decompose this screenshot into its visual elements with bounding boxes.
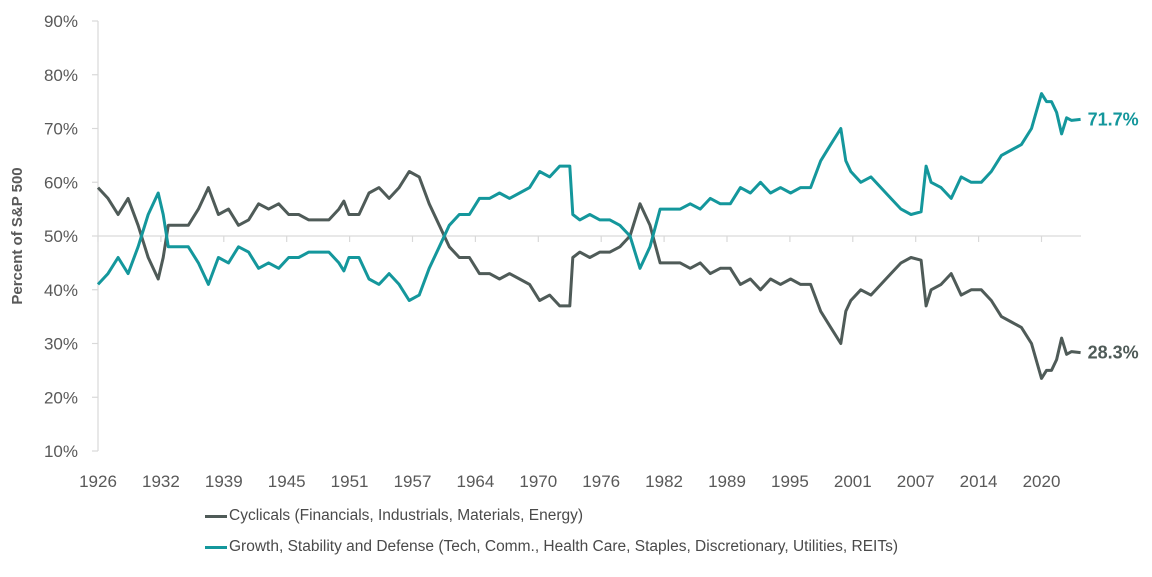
legend-swatch-growth <box>205 545 227 549</box>
x-tick-label: 1970 <box>519 472 557 491</box>
x-tick-label: 1957 <box>394 472 432 491</box>
x-tick-label: 2007 <box>897 472 935 491</box>
x-tick-label: 1989 <box>708 472 746 491</box>
x-tick-label: 1945 <box>268 472 306 491</box>
x-axis: 1926 1932 1939 1945 1951 1957 1964 1970 1976 1982… <box>79 235 1081 491</box>
x-tick-label: 1939 <box>205 472 243 491</box>
legend-label-growth: Growth, Stability and Defense (Tech, Com… <box>229 538 899 555</box>
x-tick-label: 1964 <box>456 472 494 491</box>
y-tick-label: 80% <box>44 66 78 85</box>
legend-swatch-cyclicals <box>205 514 227 518</box>
y-tick-label: 10% <box>44 442 78 461</box>
legend-item-cyclicals: Cyclicals (Financials, Industrials, Mate… <box>205 507 583 525</box>
y-tick-label: 40% <box>44 281 78 300</box>
y-tick-label: 20% <box>44 388 78 407</box>
legend-label-cyclicals: Cyclicals (Financials, Industrials, Mate… <box>229 507 584 524</box>
legend-item-growth: Growth, Stability and Defense (Tech, Com… <box>205 538 898 556</box>
y-axis-label: Percent of S&P 500 <box>9 167 26 304</box>
growth-end-label: 71.7% <box>1088 109 1139 129</box>
x-tick-label: 1982 <box>645 472 683 491</box>
y-tick-label: 30% <box>44 335 78 354</box>
y-tick-label: 60% <box>44 173 78 192</box>
x-tick-label: 2020 <box>1023 472 1061 491</box>
x-tick-label: 1926 <box>79 472 117 491</box>
cyclicals-end-label: 28.3% <box>1088 343 1139 363</box>
series-lines <box>96 92 1081 380</box>
cyclicals-line <box>96 170 1081 380</box>
x-tick-label: 1951 <box>331 472 369 491</box>
y-tick-label: 70% <box>44 120 78 139</box>
x-tick-label: 1932 <box>142 472 180 491</box>
x-tick-label: 2001 <box>834 472 872 491</box>
growth-line <box>96 92 1081 302</box>
x-tick-label: 1995 <box>771 472 809 491</box>
x-tick-label: 1976 <box>582 472 620 491</box>
x-tick-label: 2014 <box>960 472 998 491</box>
y-tick-label: 90% <box>44 12 78 31</box>
y-tick-label: 50% <box>44 227 78 246</box>
y-axis: 10% 20% 30% 40% 50% 60% 70% 80% 90% <box>44 12 99 461</box>
